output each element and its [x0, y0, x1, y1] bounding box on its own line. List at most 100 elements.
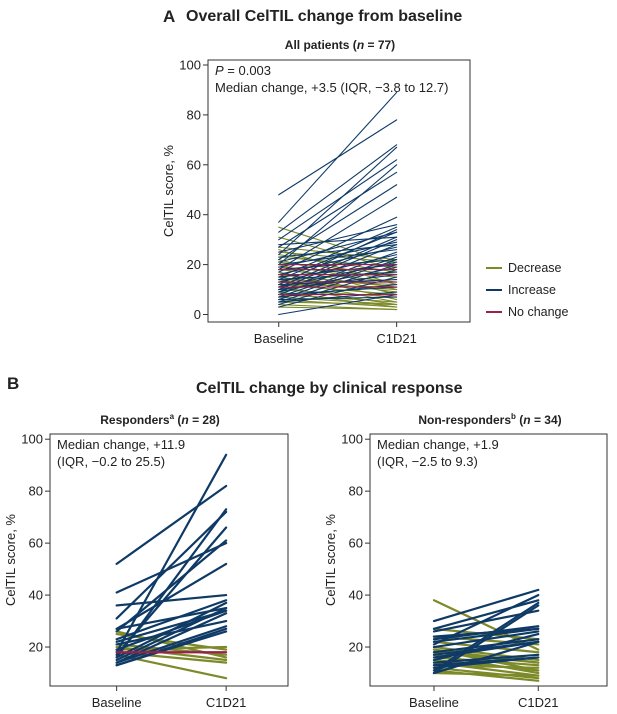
x-tick-label-baseline: Baseline — [92, 695, 142, 710]
y-tick-label: 40 — [187, 207, 201, 222]
y-axis-label: CelTIL score, % — [3, 514, 18, 606]
y-axis-label: CelTIL score, % — [161, 145, 176, 237]
subtitle-n: n — [356, 38, 365, 52]
nonresponders-n: n — [523, 413, 531, 427]
y-tick-label: 0 — [194, 307, 201, 322]
series-line-increase — [115, 542, 228, 594]
nonresponders-label: Non-responders — [418, 413, 512, 427]
series-line-increase — [115, 609, 228, 651]
y-tick-label: 100 — [341, 432, 363, 447]
series-line-increase — [115, 612, 228, 664]
series-line-increase — [278, 144, 398, 233]
x-tick-label-c1d21: C1D21 — [518, 695, 558, 710]
legend: Decrease Increase No change — [486, 257, 568, 323]
y-tick-label: 80 — [187, 107, 201, 122]
legend-label-increase: Increase — [508, 283, 556, 297]
x-tick-label-baseline: Baseline — [254, 331, 304, 346]
legend-swatch-increase — [486, 289, 502, 291]
annotation-1: (IQR, −2.5 to 9.3) — [377, 454, 478, 469]
legend-swatch-no-change — [486, 311, 502, 313]
series-line-increase — [432, 632, 540, 662]
x-tick-label-baseline: Baseline — [409, 695, 459, 710]
y-axis-label: CelTIL score, % — [323, 514, 338, 606]
chart-b-nonresponders: 20 40 60 80 100 Baseline C1D21 CelTIL score, % M… — [323, 432, 608, 710]
panel-a-letter: A — [163, 7, 176, 26]
series-line-increase — [278, 164, 398, 266]
series-line-increase — [278, 231, 398, 263]
series-line-increase — [115, 619, 228, 646]
series-line-increase — [278, 291, 398, 303]
legend-swatch-decrease — [486, 267, 502, 269]
series-line-decrease — [278, 246, 398, 261]
responders-label: Responders — [100, 413, 170, 427]
series-line-increase — [432, 640, 540, 656]
panel-a-subtitle: All patients (n = 77) — [210, 38, 470, 52]
series-line-decrease — [278, 276, 398, 293]
series-line-decrease — [278, 306, 398, 311]
series-line-increase — [278, 254, 398, 283]
nonresponders-footnote: b — [511, 412, 516, 421]
y-tick-label: 20 — [349, 640, 363, 655]
annotation-0: P = 0.003 — [215, 63, 271, 78]
series-line-increase — [278, 91, 398, 223]
series-line-decrease — [278, 284, 398, 296]
responders-footnote: a — [169, 412, 175, 421]
chart-b-responders: 20 40 60 80 100 Baseline C1D21 CelTIL score, % M… — [3, 432, 289, 710]
annotation-1: (IQR, −0.2 to 25.5) — [57, 454, 165, 469]
series-line-increase — [278, 244, 398, 258]
legend-item-no-change: No change — [486, 301, 568, 323]
series-line-increase — [278, 226, 398, 278]
series-line-increase — [432, 640, 540, 675]
series-line-increase — [432, 638, 540, 654]
series-line-increase — [278, 286, 398, 296]
series-line-increase — [278, 146, 398, 256]
subtitle-text: All patients ( — [284, 38, 357, 52]
series-line-increase — [115, 630, 228, 667]
series-line-increase — [432, 627, 540, 638]
legend-item-decrease: Decrease — [486, 257, 568, 279]
plot-frame — [49, 433, 289, 687]
x-tick-label-c1d21: C1D21 — [376, 331, 416, 346]
legend-item-increase: Increase — [486, 279, 568, 301]
panel-b-letter: B — [7, 374, 20, 393]
panel-a-title: Overall CelTIL change from baseline — [186, 8, 463, 25]
y-tick-label: 80 — [29, 484, 43, 499]
series-line-decrease — [432, 666, 540, 680]
series-line-increase — [115, 593, 228, 607]
plot-frame — [369, 433, 608, 687]
plot-frame — [207, 59, 471, 323]
series-line-increase — [278, 271, 398, 281]
subtitle-count: = 77) — [364, 38, 396, 52]
y-tick-label: 60 — [187, 157, 201, 172]
y-tick-label: 40 — [29, 588, 43, 603]
series-line-increase — [278, 266, 398, 293]
series-line-increase — [278, 256, 398, 298]
y-tick-label: 100 — [21, 432, 43, 447]
series-line-increase — [278, 224, 398, 253]
annotation-0: Median change, +11.9 — [57, 437, 185, 452]
series-line-increase — [432, 601, 540, 672]
responders-count: = 28) — [188, 413, 220, 427]
series-line-decrease — [278, 274, 398, 288]
chart-a-overall: 0 20 40 60 80 100 Baseline C1D21 CelTIL score, %… — [161, 57, 471, 346]
y-tick-label: 20 — [187, 257, 201, 272]
series-line-decrease — [432, 669, 540, 682]
annotation-1: Median change, +3.5 (IQR, −3.8 to 12.7) — [215, 80, 448, 95]
series-line-increase — [115, 453, 228, 654]
annotation-0: Median change, +1.9 — [377, 437, 499, 452]
series-line-increase — [278, 249, 398, 266]
series-line-increase — [278, 236, 398, 246]
series-line-increase — [432, 599, 540, 630]
nonresponders-count: = 34) — [530, 413, 562, 427]
x-tick-label-c1d21: C1D21 — [206, 695, 246, 710]
series-line-increase — [115, 625, 228, 664]
series-line-increase — [432, 656, 540, 669]
legend-label-no-change: No change — [508, 305, 569, 319]
series-line-increase — [115, 484, 228, 565]
responders-subtitle: Respondersa (n = 28) — [100, 412, 220, 427]
series-line-increase — [115, 508, 228, 659]
series-line-increase — [278, 296, 398, 301]
y-tick-label: 20 — [29, 640, 43, 655]
y-tick-label: 40 — [349, 588, 363, 603]
y-tick-label: 60 — [349, 536, 363, 551]
